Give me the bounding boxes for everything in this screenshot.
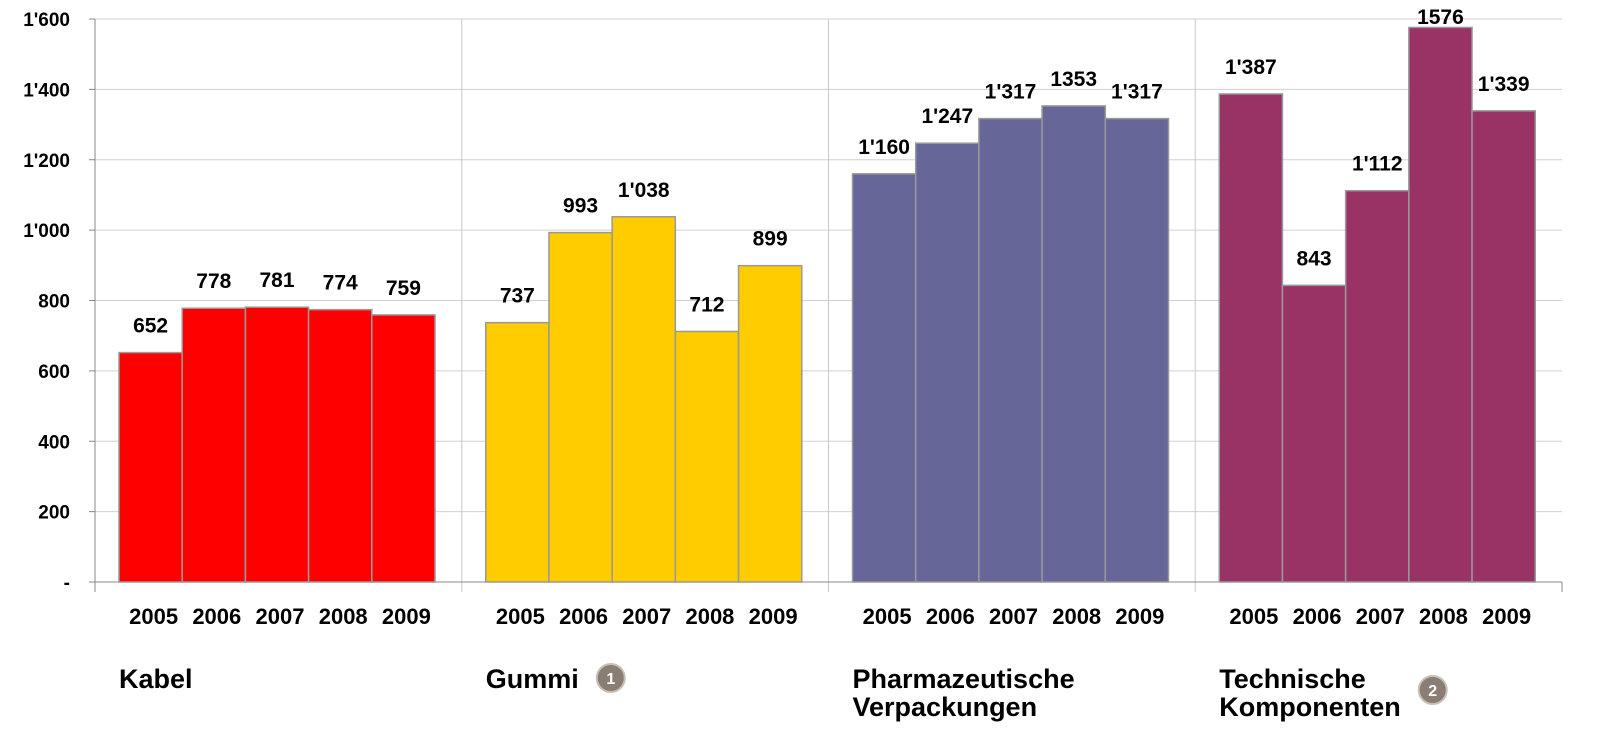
bar [118, 351, 183, 583]
group-label: Komponenten [1219, 692, 1401, 722]
badge [1417, 675, 1448, 705]
x-tick-label: 2009 [1482, 604, 1531, 629]
value-label: 1'160 [858, 136, 910, 159]
x-tick-label: 2007 [1356, 604, 1405, 629]
value-label: 1'317 [1111, 81, 1163, 104]
x-tick-label: 2008 [1052, 604, 1101, 629]
value-label: 652 [133, 315, 168, 338]
y-tick-label: 1'200 [23, 151, 70, 172]
x-tick-label: 2006 [926, 604, 975, 629]
x-tick-label: 2006 [1293, 604, 1342, 629]
bar [1408, 26, 1473, 583]
bar [307, 308, 373, 583]
y-tick-label: 1'000 [23, 221, 70, 242]
x-tick-label: 2006 [192, 604, 241, 629]
value-label: 899 [753, 228, 788, 251]
value-label: 712 [689, 293, 724, 316]
bar [978, 117, 1043, 583]
value-label: 759 [386, 277, 421, 300]
value-label: 843 [1297, 247, 1332, 270]
y-tick-label: - [64, 573, 70, 594]
value-label: 1'038 [618, 179, 670, 202]
value-label: 781 [259, 269, 294, 292]
value-label: 1'317 [985, 81, 1037, 104]
bar [851, 173, 917, 583]
value-label: 778 [196, 270, 231, 293]
value-label: 1'387 [1225, 56, 1277, 79]
x-tick-label: 2006 [559, 604, 608, 629]
bar [181, 307, 247, 583]
y-tick-label: 400 [38, 432, 70, 453]
bar [1041, 105, 1107, 583]
bar [674, 330, 740, 583]
bar [1471, 110, 1537, 583]
x-tick-label: 2009 [382, 604, 431, 629]
y-tick-label: 800 [38, 292, 70, 313]
value-label: 993 [563, 195, 598, 218]
bar [244, 306, 310, 583]
x-tick-label: 2005 [863, 604, 912, 629]
x-tick-label: 2005 [129, 604, 178, 629]
y-tick-label: 1'600 [23, 10, 70, 31]
y-tick-label: 1'400 [23, 80, 70, 101]
badge-text: 1 [606, 671, 615, 688]
badge-text: 2 [1428, 683, 1437, 700]
bar [1104, 117, 1170, 583]
bar [548, 231, 613, 583]
bar [1218, 93, 1284, 583]
x-tick-label: 2009 [749, 604, 798, 629]
x-tick-label: 2005 [1229, 604, 1278, 629]
x-tick-label: 2008 [1419, 604, 1468, 629]
group-label: Kabel [119, 664, 193, 694]
value-label: 774 [323, 272, 358, 295]
bar [485, 321, 550, 583]
x-tick-label: 2005 [496, 604, 545, 629]
x-tick-label: 2007 [622, 604, 671, 629]
group-label: Verpackungen [853, 692, 1038, 722]
y-tick-label: 600 [38, 362, 70, 383]
bar [737, 264, 803, 583]
group-label: Technische [1219, 664, 1366, 694]
value-label: 1576 [1417, 6, 1464, 29]
value-label: 1'247 [921, 105, 973, 128]
group-label: Pharmazeutische [853, 664, 1075, 694]
value-label: 1353 [1050, 68, 1097, 91]
bar [611, 216, 677, 583]
value-label: 737 [500, 285, 535, 308]
bar [1281, 284, 1347, 583]
x-tick-label: 2007 [989, 604, 1038, 629]
x-tick-label: 2008 [685, 604, 734, 629]
y-tick-label: 200 [38, 503, 70, 524]
bar [371, 314, 436, 583]
x-tick-label: 2007 [256, 604, 305, 629]
value-label: 1'339 [1478, 73, 1530, 96]
x-tick-label: 2009 [1115, 604, 1164, 629]
group-label: Gummi [486, 664, 579, 694]
x-tick-label: 2008 [319, 604, 368, 629]
value-label: 1'112 [1352, 153, 1403, 176]
bar [1344, 189, 1410, 583]
bar [914, 142, 980, 583]
badge [595, 663, 626, 693]
